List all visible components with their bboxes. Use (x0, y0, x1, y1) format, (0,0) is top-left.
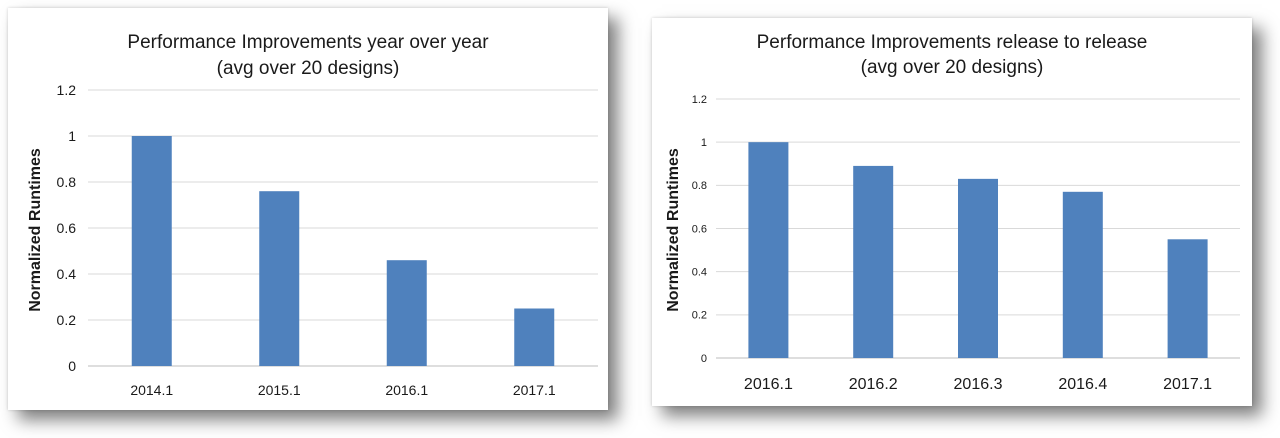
y-tick-label: 0.6 (57, 220, 77, 236)
y-tick-label: 0.8 (57, 174, 77, 190)
y-axis-label: Normalized Runtimes (665, 148, 682, 312)
y-tick-label: 0 (701, 353, 707, 365)
bar-2016.1 (386, 260, 427, 366)
y-tick-label: 0.2 (57, 312, 77, 328)
y-tick-label: 1.2 (57, 82, 77, 98)
x-tick-label: 2015.1 (258, 382, 301, 398)
bar-2016.2 (853, 165, 894, 358)
bar-2017.1 (514, 308, 555, 366)
chart-year-over-year: Performance Improvements year over year … (27, 32, 598, 398)
y-tick-label: 0.2 (692, 310, 707, 322)
y-tick-label: 1.2 (692, 94, 707, 106)
y-axis-label: Normalized Runtimes (27, 148, 44, 312)
chart-title: Performance Improvements year over year (127, 32, 489, 53)
chart-subtitle: (avg over 20 designs) (217, 58, 400, 79)
bar-2017.1 (1167, 239, 1208, 358)
y-tick-label: 0.4 (692, 267, 707, 279)
chart-title: Performance Improvements release to rele… (757, 32, 1148, 53)
y-tick-label: 1 (701, 137, 707, 149)
y-tick-label: 0.6 (692, 223, 707, 235)
bar-2016.3 (958, 178, 998, 358)
chart-subtitle: (avg over 20 designs) (861, 57, 1044, 78)
bar-2014.1 (131, 136, 172, 366)
y-tick-label: 0.8 (692, 180, 707, 192)
y-tick-label: 0.4 (57, 266, 77, 282)
bar-2016.1 (748, 142, 789, 358)
bar-2016.4 (1062, 191, 1103, 358)
y-tick-label: 1 (68, 128, 76, 144)
x-tick-label: 2014.1 (130, 382, 173, 398)
bar-2015.1 (259, 191, 300, 366)
x-tick-label: 2016.1 (744, 376, 793, 393)
y-tick-label: 0 (68, 358, 76, 374)
x-tick-label: 2017.1 (1163, 376, 1212, 393)
chart-panel-year-over-year: Performance Improvements year over year … (8, 8, 608, 410)
x-tick-label: 2016.2 (849, 376, 898, 393)
chart-panel-release-to-release: Performance Improvements release to rele… (652, 18, 1252, 406)
x-tick-label: 2016.1 (385, 382, 428, 398)
chart-release-to-release: Performance Improvements release to rele… (665, 32, 1240, 393)
x-tick-label: 2016.4 (1058, 376, 1107, 393)
x-tick-label: 2016.3 (954, 376, 1003, 393)
x-tick-label: 2017.1 (513, 382, 556, 398)
